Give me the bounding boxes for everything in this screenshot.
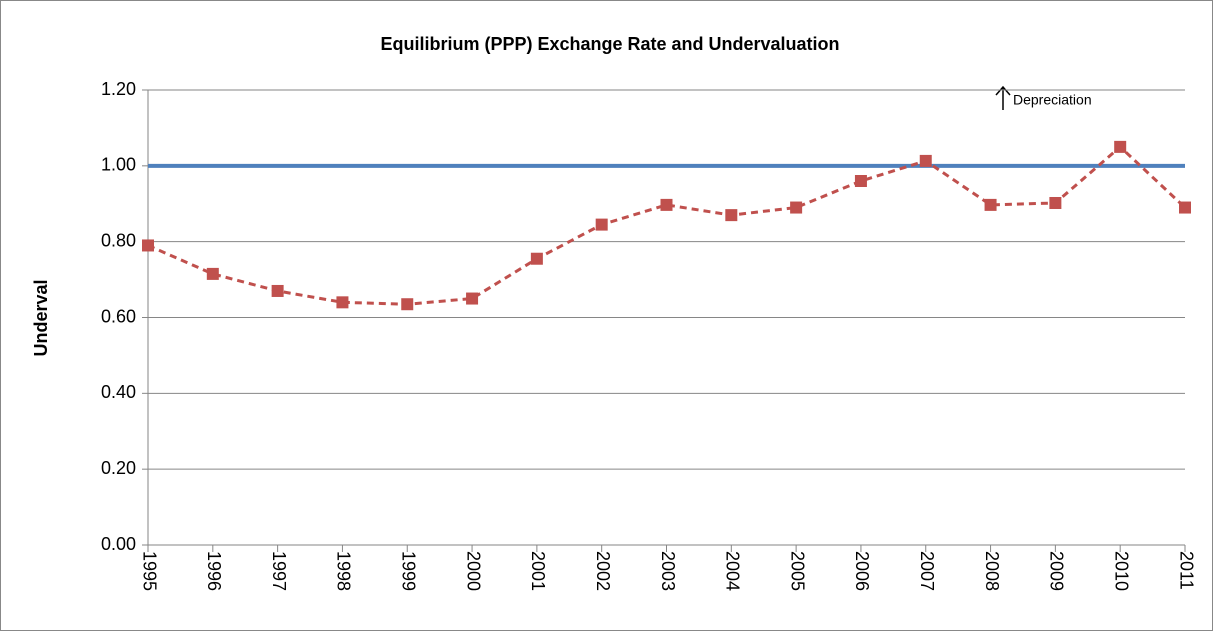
x-tick-label: 1997 bbox=[269, 551, 289, 591]
x-tick-label: 2009 bbox=[1047, 551, 1067, 591]
point bbox=[336, 296, 349, 309]
x-tick-label: 1998 bbox=[334, 551, 354, 591]
point bbox=[1179, 201, 1191, 214]
point bbox=[466, 292, 479, 305]
x-tick-label: 2010 bbox=[1111, 551, 1131, 591]
point bbox=[660, 198, 673, 211]
x-tick-label: 2001 bbox=[528, 551, 548, 591]
point bbox=[142, 239, 154, 252]
point bbox=[919, 154, 932, 167]
x-tick-label: 2007 bbox=[917, 551, 937, 591]
annotation-arrowhead bbox=[995, 85, 1011, 96]
point bbox=[790, 201, 803, 214]
point bbox=[595, 218, 608, 231]
x-tick-label: 2000 bbox=[463, 551, 483, 591]
point bbox=[984, 198, 997, 211]
x-tick-label: 2005 bbox=[787, 551, 807, 591]
point bbox=[725, 209, 738, 222]
annotation: Depreciation bbox=[1013, 92, 1092, 108]
y-tick-label: 0.80 bbox=[101, 230, 136, 250]
point bbox=[1049, 196, 1062, 209]
point bbox=[271, 284, 284, 297]
x-tick-label: 1999 bbox=[399, 551, 419, 591]
point bbox=[854, 175, 867, 187]
y-tick-label: 0.20 bbox=[101, 458, 136, 478]
x-tick-label: 2004 bbox=[723, 551, 743, 591]
y-tick-label: 1.00 bbox=[101, 155, 136, 175]
x-tick-label: 2011 bbox=[1176, 551, 1196, 590]
x-tick-label: 2002 bbox=[593, 551, 613, 591]
point bbox=[401, 298, 414, 311]
chart-title: Equilibrium (PPP) Exchange Rate and Unde… bbox=[380, 34, 839, 54]
y-tick-label: 0.00 bbox=[101, 534, 136, 554]
y-axis-label: Underval bbox=[31, 279, 51, 356]
x-tick-label: 2008 bbox=[982, 551, 1002, 591]
y-tick-label: 0.60 bbox=[101, 306, 136, 326]
point bbox=[206, 267, 219, 280]
x-tick-label: 1995 bbox=[139, 551, 159, 591]
y-tick-label: 0.40 bbox=[101, 382, 136, 402]
y-tick-label: 1.20 bbox=[101, 79, 136, 99]
series-line bbox=[147, 144, 1187, 306]
x-tick-label: 2006 bbox=[852, 551, 872, 591]
point bbox=[530, 252, 543, 265]
point bbox=[1114, 140, 1127, 153]
x-tick-label: 1996 bbox=[204, 551, 224, 591]
x-tick-label: 2003 bbox=[658, 551, 678, 591]
